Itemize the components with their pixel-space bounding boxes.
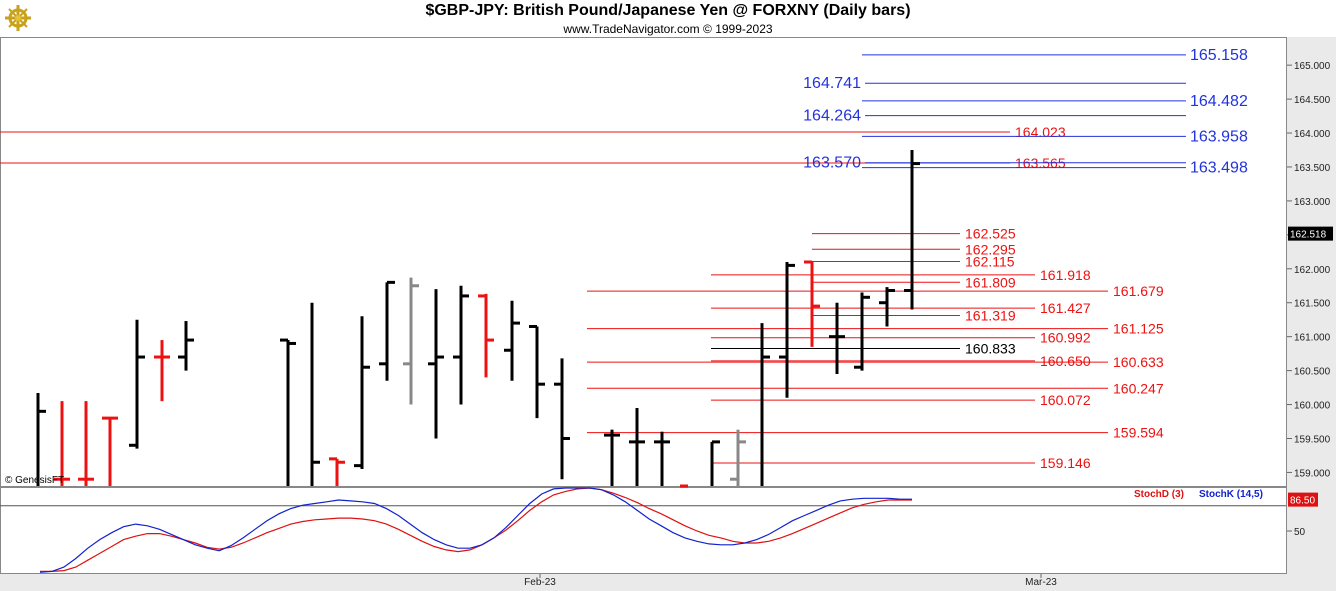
blue-level-label: 163.498 — [1190, 160, 1248, 177]
red-level-label: 162.295 — [965, 241, 1016, 257]
price-panel-frame — [0, 37, 1287, 487]
price-y-tick-label: 161.000 — [1294, 333, 1331, 344]
price-y-tick-label: 165.000 — [1294, 61, 1331, 72]
price-y-tick-label: 163.000 — [1294, 197, 1331, 208]
price-y-tick-label: 161.500 — [1294, 299, 1331, 310]
blue-level-label: 164.741 — [803, 75, 861, 92]
red-level-label: 161.427 — [1040, 300, 1091, 316]
red-level-label: 162.115 — [965, 253, 1015, 269]
chart-title: $GBP-JPY: British Pound/Japanese Yen @ F… — [425, 2, 911, 19]
stochastic-current-marker — [1288, 492, 1318, 507]
stochastic-y-axis: 50 86.50 — [1287, 492, 1318, 538]
red-level-label: 161.809 — [965, 274, 1016, 290]
red-level-label: 161.319 — [965, 308, 1016, 324]
blue-level-label: 163.570 — [803, 155, 861, 172]
red-level-label: 161.125 — [1113, 321, 1164, 337]
price-y-tick-label: 160.500 — [1294, 367, 1331, 378]
stochd-legend: StochD (3) — [1134, 489, 1184, 500]
red-level-label: 160.633 — [1113, 354, 1164, 370]
red-level-label: 160.992 — [1040, 330, 1091, 346]
price-y-tick-label: 164.500 — [1294, 95, 1331, 106]
price-y-tick-label: 160.000 — [1294, 401, 1331, 412]
stochastic-current-label: 86.50 — [1290, 496, 1315, 507]
price-y-tick-label: 163.500 — [1294, 163, 1331, 174]
price-y-tick-label: 164.000 — [1294, 129, 1331, 140]
gold-ship-wheel-logo-icon — [5, 5, 31, 31]
watermark-text: © GenesisFT — [5, 475, 64, 486]
red-level-label: 161.918 — [1040, 267, 1091, 283]
right-axis-background — [1287, 37, 1336, 574]
red-level-label: 159.146 — [1040, 455, 1091, 471]
red-level-label: 159.594 — [1113, 425, 1164, 441]
blue-level-label: 163.958 — [1190, 128, 1248, 145]
red-level-label: 160.247 — [1113, 380, 1164, 396]
price-y-axis: 159.000 159.500 160.000 160.500 161.000 161.5… — [1287, 61, 1333, 479]
bottom-axis-background — [0, 574, 1336, 591]
red-level-label: 160.650 — [1040, 353, 1091, 369]
price-bars — [36, 150, 920, 488]
chart-subtitle: www.TradeNavigator.com © 1999-2023 — [563, 22, 773, 36]
last-price-label: 162.518 — [1290, 230, 1327, 241]
stochastic-lines — [0, 487, 1286, 573]
stochastic-series-line — [39, 487, 912, 573]
red-level-label: 160.072 — [1040, 392, 1091, 408]
chart-header: $GBP-JPY: British Pound/Japanese Yen @ F… — [0, 0, 1336, 37]
price-y-tick-label: 162.000 — [1294, 265, 1331, 276]
stochastic-y-tick-label: 50 — [1294, 527, 1306, 538]
red-level-label: 162.525 — [965, 226, 1016, 242]
price-y-tick-label: 159.500 — [1294, 434, 1331, 445]
x-axis-label-feb: Feb-23 — [524, 577, 556, 588]
blue-level-label: 164.482 — [1190, 93, 1248, 110]
black-level-label: 160.833 — [965, 341, 1016, 357]
stochastic-panel-frame — [0, 487, 1287, 574]
last-price-marker — [1288, 226, 1333, 241]
stochk-legend: StochK (14,5) — [1199, 489, 1263, 500]
x-axis-label-mar: Mar-23 — [1025, 577, 1057, 588]
price-levels: 164.023163.565162.525162.295162.115161.9… — [0, 47, 1248, 471]
blue-level-label: 165.158 — [1190, 47, 1248, 64]
blue-level-label: 164.264 — [803, 108, 861, 125]
price-y-tick-label: 159.000 — [1294, 468, 1331, 479]
red-level-label: 164.023 — [1015, 124, 1066, 140]
red-level-label: 161.679 — [1113, 283, 1164, 299]
